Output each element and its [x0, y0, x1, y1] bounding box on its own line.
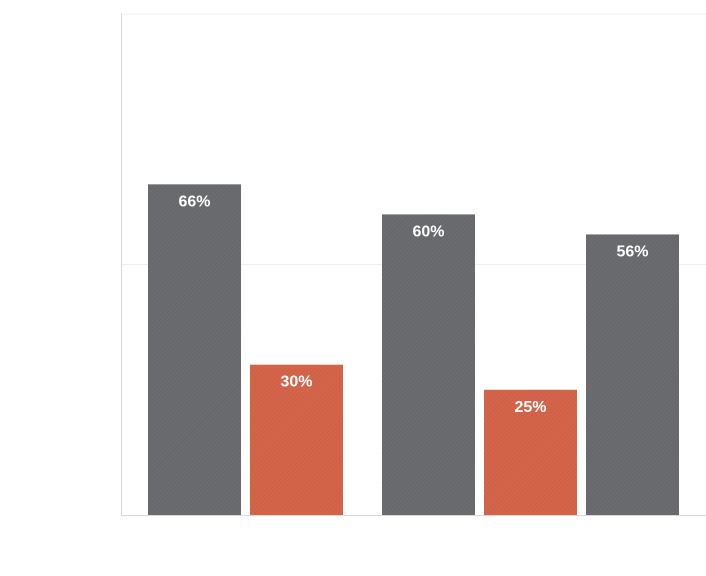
bar-series1-category3: [586, 234, 679, 515]
data-label-series2-category1: 30%: [280, 374, 312, 391]
bar-series1-category1: [148, 184, 241, 515]
axes: [121, 14, 706, 516]
bar-series2-category2: [484, 389, 577, 515]
data-labels: 66% 60% 56% 30% 25%: [178, 193, 648, 415]
bar-series2-category1: [250, 364, 343, 515]
data-label-series1-category2: 60%: [412, 223, 444, 240]
data-label-series1-category3: 56%: [616, 243, 648, 260]
data-label-series1-category1: 66%: [178, 193, 210, 210]
bars: [148, 184, 679, 515]
data-label-series2-category2: 25%: [514, 399, 546, 416]
bar-series1-category2: [382, 214, 475, 515]
